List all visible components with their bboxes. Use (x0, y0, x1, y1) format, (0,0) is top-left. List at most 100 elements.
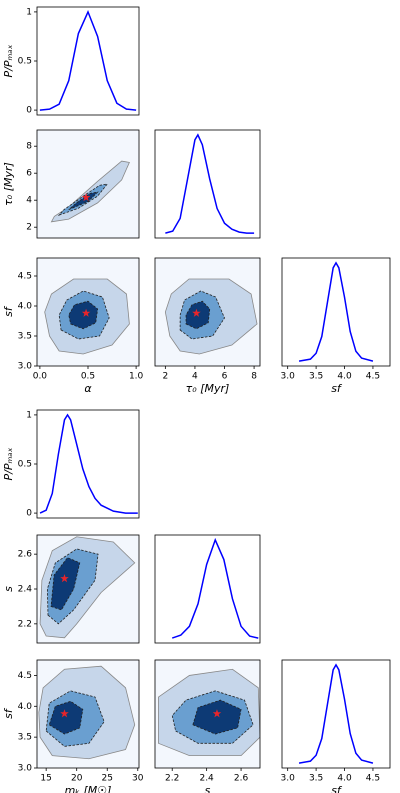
panel-frame (154, 257, 261, 367)
panel-background (282, 258, 390, 366)
x-tick-label: 4.0 (337, 372, 352, 382)
x-axis-label: α (84, 382, 92, 395)
panel (154, 129, 261, 239)
x-tick-label: 30 (132, 774, 144, 784)
y-tick-label: 2.2 (18, 619, 32, 629)
x-tick-label: 4 (192, 372, 198, 382)
plot-area (171, 537, 259, 639)
y-tick-label: 0 (26, 106, 32, 116)
contour-region (192, 699, 242, 735)
panel: 2 4 6 8 τ₀ [Myr] (154, 257, 261, 395)
marginal-curve (171, 537, 259, 639)
x-axis-label: s (205, 784, 211, 793)
x-tick-label: 6 (222, 372, 228, 382)
panel: 3.0 3.5 4.0 4.5 sf (281, 659, 391, 793)
contour-region (68, 300, 99, 330)
best-fit-star (81, 193, 91, 202)
x-tick-label: 1.0 (129, 372, 144, 382)
panel: 0 0.5 1 P/Pₘₐₓ (2, 6, 140, 116)
panel: 15 20 25 30 3.0 3.5 4.0 4.5 mₖ [M☉] sf (2, 659, 144, 793)
best-fit-star (192, 308, 201, 317)
y-tick-label: 4.5 (18, 272, 32, 282)
plot-area (165, 133, 255, 234)
best-fit-star (60, 574, 69, 583)
panel-frame (154, 534, 261, 644)
plot-area (38, 665, 136, 760)
x-axis-label: τ₀ [Myr] (186, 382, 230, 395)
y-tick-label: 0.5 (18, 57, 32, 67)
plot-area (158, 668, 260, 757)
x-tick-label: 3.0 (281, 372, 296, 382)
contour-region (68, 191, 99, 211)
y-tick-label: 0.5 (18, 460, 32, 470)
y-tick-label: 6 (26, 169, 32, 179)
panel: 0 0.5 1 P/Pₘₐₓ (2, 409, 140, 519)
panel-frame (154, 129, 261, 239)
x-tick-label: 25 (102, 774, 113, 784)
plot-area (39, 9, 137, 111)
y-tick-label: 3.0 (18, 764, 33, 774)
y-axis-label: sf (2, 707, 15, 719)
y-tick-label: 3.0 (18, 362, 33, 372)
y-tick-label: 2 (26, 223, 32, 233)
contour-region (50, 557, 81, 611)
y-tick-label: 4.0 (18, 302, 33, 312)
panel-background (155, 535, 260, 643)
best-fit-star (60, 709, 69, 718)
x-tick-label: 4.5 (366, 372, 380, 382)
y-tick-label: 2.4 (18, 585, 33, 595)
panel-frame (36, 659, 140, 769)
marginal-curve (298, 663, 374, 764)
y-tick-label: 4.5 (18, 671, 32, 681)
y-tick-label: 3.5 (18, 332, 32, 342)
y-tick-label: 8 (26, 142, 32, 152)
x-tick-label: 3.5 (309, 774, 323, 784)
panel-background (155, 130, 260, 238)
plot-area (164, 278, 258, 355)
marginal-curve (39, 413, 138, 514)
y-tick-label: 4 (26, 196, 32, 206)
x-axis-label: mₖ [M☉] (65, 784, 112, 793)
x-axis-label: sf (331, 382, 343, 395)
y-tick-label: 0 (26, 509, 32, 519)
plot-area (298, 663, 374, 764)
panel: 0.0 0.5 1.0 3.0 3.5 4.0 4.5 α sf (2, 257, 144, 395)
x-tick-label: 2 (162, 372, 168, 382)
panel-frame (281, 659, 391, 769)
x-axis-label: sf (331, 784, 343, 793)
best-fit-star (212, 709, 222, 718)
marginal-curve (39, 9, 137, 111)
x-tick-label: 3.0 (281, 774, 296, 784)
y-tick-label: 1 (26, 410, 32, 420)
panel-background (37, 410, 139, 518)
panel: 2.2 2.4 2.6 s (154, 659, 261, 793)
y-axis-label: P/Pₘₐₓ (2, 44, 15, 77)
y-tick-label: 1 (26, 7, 32, 17)
x-tick-label: 2.4 (199, 774, 214, 784)
x-tick-label: 15 (40, 774, 51, 784)
plot-area (298, 261, 374, 362)
panel (154, 534, 261, 644)
panel-frame (154, 659, 261, 769)
x-tick-label: 0.5 (81, 372, 95, 382)
y-tick-label: 4.0 (18, 702, 33, 712)
plot-area (39, 536, 136, 639)
panel: 3.0 3.5 4.0 4.5 sf (281, 257, 391, 395)
marginal-curve (165, 133, 255, 234)
x-tick-label: 2.6 (234, 774, 249, 784)
x-tick-label: 3.5 (309, 372, 323, 382)
panel-frame (281, 257, 391, 367)
y-axis-label: s (2, 586, 15, 592)
panel-frame (36, 129, 140, 239)
x-tick-label: 0.0 (33, 372, 48, 382)
panel: 2.2 2.4 2.6 s (2, 534, 140, 644)
x-tick-label: 4.5 (366, 774, 380, 784)
x-tick-label: 2.2 (165, 774, 179, 784)
contour-region (48, 700, 84, 735)
y-axis-label: sf (2, 305, 15, 317)
x-tick-label: 4.0 (337, 774, 352, 784)
marginal-curve (298, 261, 374, 362)
y-axis-label: P/Pₘₐₓ (2, 447, 15, 480)
panel-background (37, 7, 139, 115)
